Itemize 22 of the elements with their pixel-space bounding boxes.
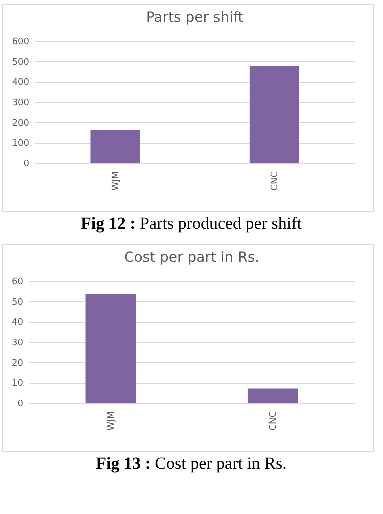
x-tick-label: CNC — [269, 412, 280, 431]
y-tick-label: 50 — [12, 298, 24, 308]
y-tick-label: 10 — [12, 379, 24, 390]
y-tick-label: 40 — [12, 318, 24, 328]
y-tick-label: 600 — [12, 38, 30, 48]
x-tick-label: WJM — [111, 172, 122, 191]
y-tick-label: 0 — [18, 400, 24, 410]
chart-title: Cost per part in Rs. — [124, 250, 260, 266]
y-tick-label: 400 — [12, 78, 30, 88]
y-tick-label: 100 — [12, 139, 30, 150]
x-tick-label: CNC — [270, 172, 281, 191]
y-tick-label: 20 — [12, 358, 24, 369]
y-tick-label: 500 — [12, 58, 30, 68]
y-tick-label: 30 — [12, 338, 24, 348]
x-tick-label: WJM — [106, 412, 117, 431]
y-tick-label: 200 — [12, 118, 30, 129]
y-tick-label: 300 — [12, 98, 30, 108]
y-tick-label: 0 — [24, 160, 30, 170]
caption: Fig 13 : Cost per part in Rs. — [95, 454, 288, 474]
chart-title: Parts per shift — [146, 10, 244, 26]
caption: Fig 12 : Parts produced per shift — [80, 214, 303, 234]
y-tick-label: 60 — [12, 278, 24, 288]
